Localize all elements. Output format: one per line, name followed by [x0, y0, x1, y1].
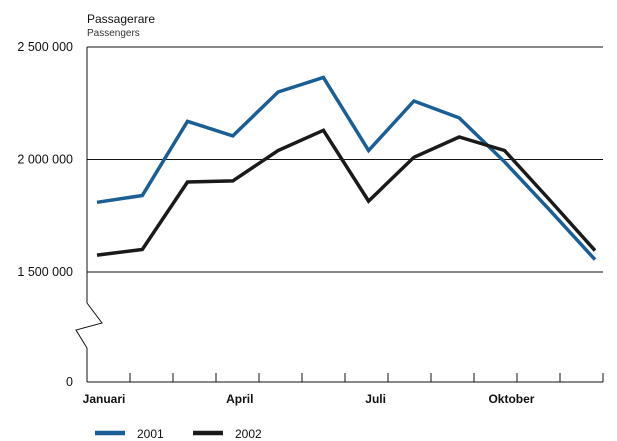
- y-tick-label: 1 500 000: [17, 265, 73, 279]
- y-axis-subtitle: Passengers: [87, 28, 140, 39]
- x-tick-label: Juli: [365, 392, 386, 406]
- y-axis-title: Passagerare: [87, 12, 155, 26]
- axis-break-marker: [75, 302, 103, 349]
- legend-label-2001: 2001: [137, 427, 164, 441]
- x-tick-label: Januari: [83, 392, 126, 406]
- y-tick-label: 0: [66, 375, 73, 389]
- series-lines: [96, 75, 597, 261]
- x-ticks: Januari April Juli Oktober: [83, 373, 604, 406]
- legend-label-2002: 2002: [235, 427, 262, 441]
- series-line-2001: [96, 75, 597, 261]
- axes: [75, 47, 603, 383]
- y-tick-label: 2 500 000: [17, 40, 73, 54]
- x-tick-label: Oktober: [488, 392, 534, 406]
- gridlines: [87, 46, 603, 273]
- y-tick-label: 2 000 000: [17, 153, 73, 167]
- legend: 2001 2002: [95, 427, 262, 441]
- y-tick-labels: 0 1 500 000 2 000 000 2 500 000: [17, 40, 73, 389]
- x-tick-label: April: [226, 392, 253, 406]
- series-line-2002: [96, 128, 597, 257]
